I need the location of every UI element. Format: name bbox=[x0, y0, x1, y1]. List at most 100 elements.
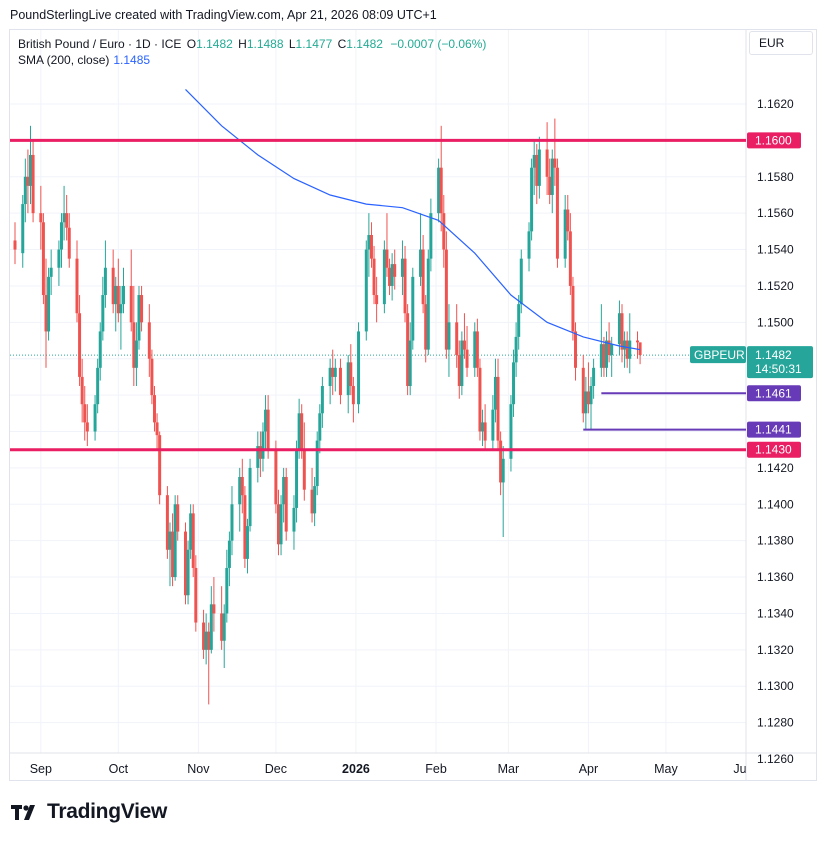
x-axis-tick-label: Feb bbox=[425, 762, 447, 776]
candle-body bbox=[465, 349, 469, 368]
candle-body bbox=[65, 213, 69, 228]
candle-body bbox=[209, 604, 213, 650]
candle-body bbox=[230, 504, 234, 541]
candle-body bbox=[245, 526, 249, 559]
candle-body bbox=[586, 391, 590, 405]
candle-body bbox=[28, 154, 32, 186]
candle-body bbox=[83, 404, 87, 423]
candle-body bbox=[150, 358, 154, 396]
open-value: 1.1482 bbox=[196, 37, 233, 51]
candle-body bbox=[493, 376, 497, 410]
sma-200-line bbox=[185, 88, 641, 351]
candle-body bbox=[424, 304, 428, 350]
x-axis-tick-label: Sep bbox=[30, 762, 52, 776]
ray-price-tag bbox=[747, 421, 801, 438]
x-axis-tick-label: Apr bbox=[579, 762, 598, 776]
candle-body bbox=[499, 440, 503, 483]
candle-body bbox=[512, 362, 516, 405]
candle-body bbox=[111, 267, 115, 305]
candle-body bbox=[266, 409, 270, 450]
candle-body bbox=[78, 313, 82, 377]
candle-body bbox=[584, 391, 588, 414]
candle-body bbox=[62, 213, 66, 223]
high-value: 1.1488 bbox=[246, 37, 284, 51]
candle-body bbox=[473, 331, 477, 368]
candle-body bbox=[429, 213, 433, 259]
candle-body bbox=[553, 158, 557, 168]
y-axis-tick-label: 1.1540 bbox=[757, 243, 794, 257]
chart-legend: British Pound / Euro · 1D · ICE O1.1482 … bbox=[18, 36, 486, 68]
candle-body bbox=[121, 285, 125, 305]
candle-body bbox=[592, 367, 596, 387]
candle-body bbox=[57, 249, 61, 268]
candle-body bbox=[496, 376, 500, 441]
level-price-tag-label: 1.1430 bbox=[755, 443, 792, 457]
candle-body bbox=[610, 344, 614, 356]
candle-body bbox=[447, 322, 451, 350]
candle-body bbox=[419, 249, 423, 277]
candle-body bbox=[147, 322, 151, 359]
candle-body bbox=[171, 531, 175, 578]
candle-body bbox=[23, 176, 27, 205]
x-axis-tick-label: May bbox=[654, 762, 678, 776]
candle-body bbox=[300, 413, 304, 450]
candle-body bbox=[517, 304, 521, 337]
candle-body bbox=[623, 340, 627, 350]
candle-body bbox=[367, 235, 371, 250]
candle-body bbox=[93, 404, 97, 432]
x-axis-tick-label: 2026 bbox=[342, 762, 370, 776]
candle-body bbox=[103, 267, 107, 296]
legend-ohlc-row: British Pound / Euro · 1D · ICE O1.1482 … bbox=[18, 36, 486, 52]
candle-body bbox=[295, 449, 299, 508]
y-axis-tick-label: 1.1280 bbox=[757, 716, 794, 730]
candle-body bbox=[302, 449, 306, 490]
candle-body bbox=[13, 240, 17, 250]
candle-body bbox=[264, 409, 268, 432]
candle-body bbox=[204, 631, 208, 650]
candle-body bbox=[491, 409, 495, 441]
candle-body bbox=[346, 362, 350, 396]
y-axis-tick-label: 1.1340 bbox=[757, 606, 794, 620]
low-label: L bbox=[288, 37, 296, 51]
candle-body bbox=[636, 340, 640, 343]
symbol-description[interactable]: British Pound / Euro · 1D · ICE bbox=[18, 37, 182, 51]
candle-body bbox=[282, 476, 286, 505]
x-axis-tick-label: Dec bbox=[265, 762, 287, 776]
candle-body bbox=[581, 367, 585, 414]
candle-body bbox=[331, 367, 335, 377]
candle-body bbox=[274, 449, 278, 505]
candle-body bbox=[168, 531, 172, 550]
candle-body bbox=[173, 504, 177, 578]
candle-body bbox=[457, 355, 461, 387]
candle-body bbox=[568, 231, 572, 286]
chart-frame bbox=[9, 29, 817, 781]
candle-body bbox=[318, 413, 322, 441]
tradingview-logo[interactable]: TradingView bbox=[11, 800, 167, 824]
candle-body bbox=[59, 222, 63, 250]
candle-body bbox=[390, 264, 394, 286]
candle-body bbox=[478, 367, 482, 432]
candle-body bbox=[602, 344, 606, 368]
candle-body bbox=[207, 631, 211, 650]
currency-button[interactable]: EUR bbox=[749, 31, 813, 55]
candle-body bbox=[406, 313, 410, 387]
level-price-tag bbox=[747, 441, 801, 458]
y-axis-tick-label: 1.1580 bbox=[757, 170, 794, 184]
candle-body bbox=[194, 567, 198, 623]
x-axis-tick-label: Ju bbox=[733, 762, 746, 776]
candle-body bbox=[165, 495, 169, 550]
legend-sma-row: SMA (200, close) 1.1485 bbox=[18, 52, 486, 68]
candle-body bbox=[548, 176, 552, 195]
candle-body bbox=[240, 476, 244, 496]
candle-body bbox=[297, 413, 301, 450]
tradingview-logo-icon bbox=[11, 804, 35, 820]
candle-body bbox=[574, 331, 578, 368]
candle-body bbox=[607, 340, 611, 356]
sma-indicator-label[interactable]: SMA (200, close) bbox=[18, 53, 110, 67]
candle-body bbox=[315, 440, 319, 487]
candle-body bbox=[328, 367, 332, 387]
candle-body bbox=[155, 422, 159, 436]
candle-body bbox=[227, 540, 231, 568]
candle-body bbox=[191, 513, 195, 568]
